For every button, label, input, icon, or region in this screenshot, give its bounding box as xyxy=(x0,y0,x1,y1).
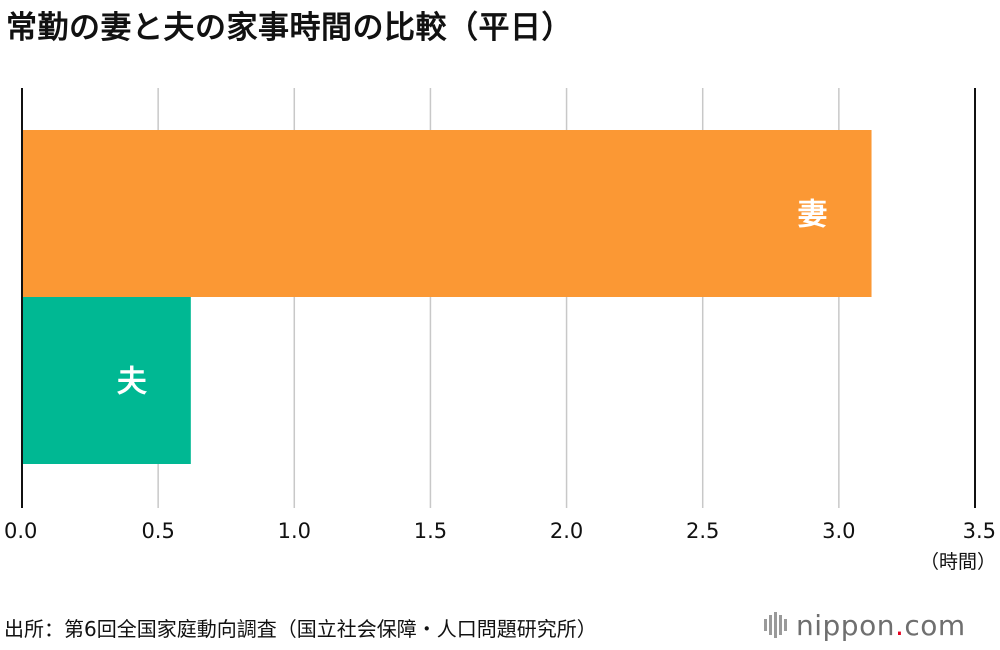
axes xyxy=(21,88,976,508)
bar-wife xyxy=(22,130,872,297)
x-tick-label: 0.5 xyxy=(141,519,174,543)
x-tick-label: 0.0 xyxy=(4,519,37,543)
brand-logo: nippon.com xyxy=(762,604,966,648)
chart-title: 常勤の妻と夫の家事時間の比較（平日） xyxy=(6,10,573,46)
nippon-com-logo-icon xyxy=(764,612,787,638)
x-tick-label: 3.5 xyxy=(963,519,996,543)
brand-name-part1: nippon xyxy=(796,609,895,642)
x-tick-label: 1.5 xyxy=(414,519,447,543)
x-tick-label: 2.5 xyxy=(686,519,719,543)
brand-name-part2: com xyxy=(904,609,966,642)
bar-label: 夫 xyxy=(117,365,148,400)
bars xyxy=(22,130,872,464)
source-note: 出所：第6回全国家庭動向調査（国立社会保障・人口問題研究所） xyxy=(4,617,597,641)
labels: 0.0 0.5 1.0 1.5 2.0 2.5 3.0 3.5 （時間） 妻夫 xyxy=(4,198,996,574)
bar-chart: 0.0 0.5 1.0 1.5 2.0 2.5 3.0 3.5 （時間） 妻夫 xyxy=(4,88,996,574)
bar-label: 妻 xyxy=(798,198,828,233)
x-tick-label: 1.0 xyxy=(278,519,311,543)
x-tick-label: 2.0 xyxy=(550,519,583,543)
bar-husband xyxy=(22,297,191,464)
x-axis-unit: （時間） xyxy=(920,551,996,573)
x-tick-label: 3.0 xyxy=(822,519,855,543)
brand-dot: . xyxy=(894,609,905,642)
